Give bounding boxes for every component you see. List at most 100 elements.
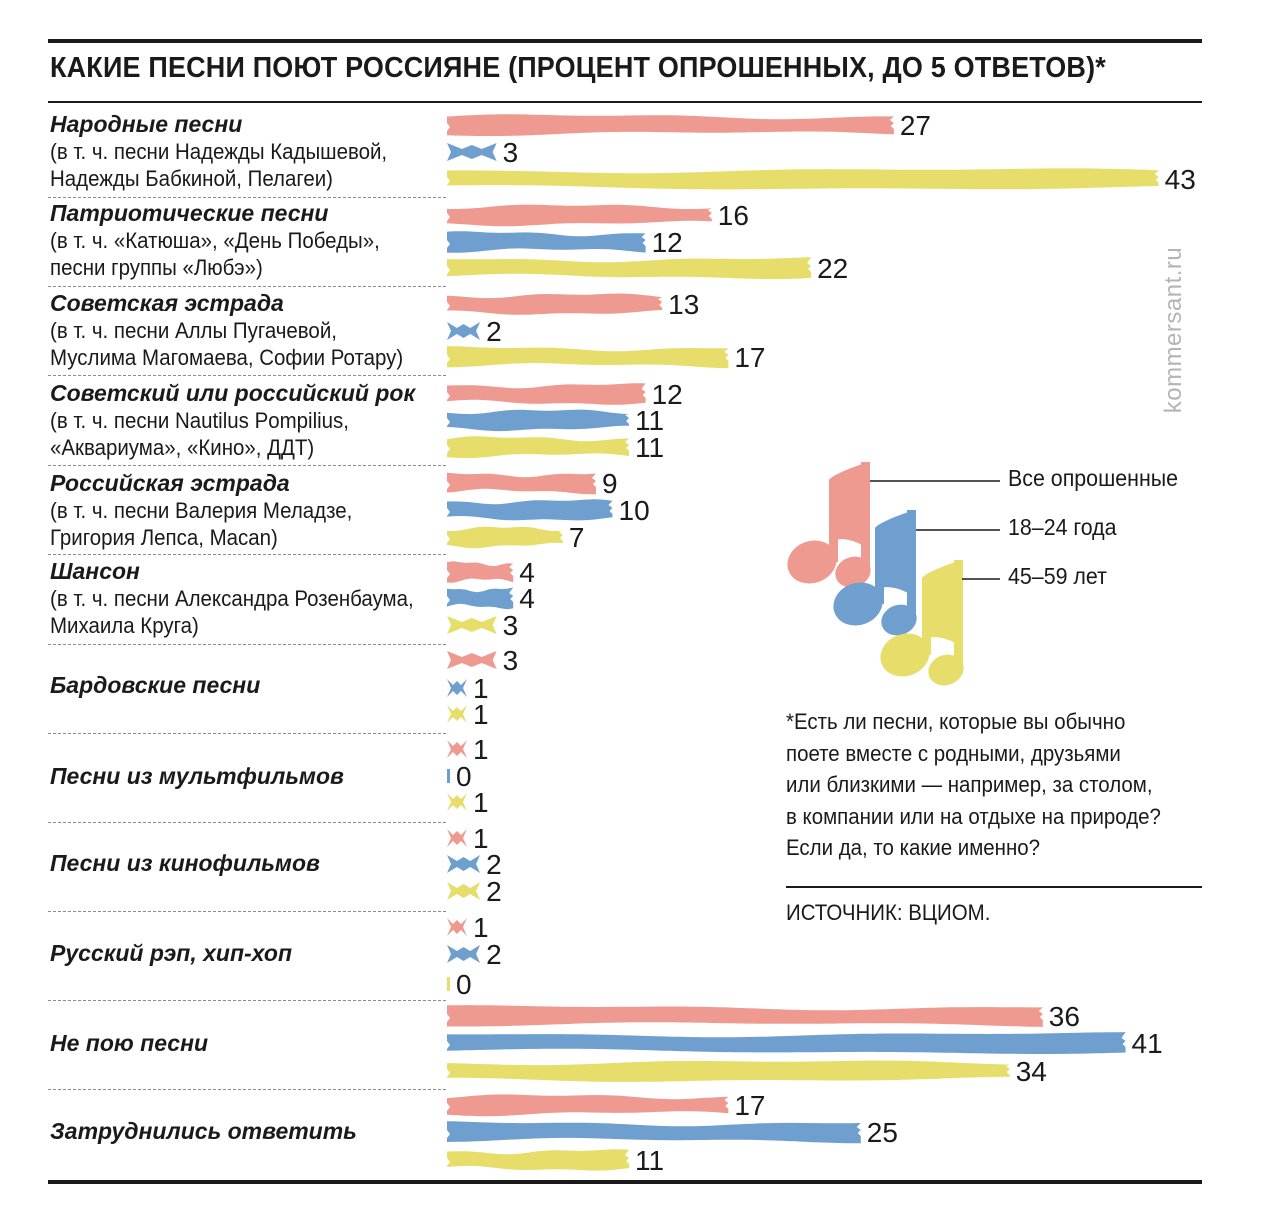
data-label: 2 xyxy=(486,316,502,347)
category-title: Русский рэп, хип-хоп xyxy=(50,940,292,966)
category-label: Патриотические песни (в т. ч. «Катюша», «… xyxy=(50,200,445,281)
chart-title: КАКИЕ ПЕСНИ ПОЮТ РОССИЯНЕ (ПРОЦЕНТ ОПРОШ… xyxy=(50,52,1106,84)
category-subtitle: (в т. ч. «Катюша», «День Победы», xyxy=(50,228,380,253)
category-label: Не пою песни xyxy=(50,1030,445,1057)
category-divider xyxy=(48,1089,446,1090)
category-divider xyxy=(48,197,446,198)
bottom-rule xyxy=(48,1180,1202,1184)
category-label: Бардовские песни xyxy=(50,672,445,699)
bar xyxy=(447,436,630,459)
category-label: Российская эстрада (в т. ч. песни Валерия… xyxy=(50,470,445,551)
category-divider xyxy=(48,822,446,823)
bar xyxy=(447,472,596,495)
data-label: 0 xyxy=(456,969,472,1000)
category-title: Советская эстрада xyxy=(50,290,284,316)
bar xyxy=(447,499,613,521)
category-label: Советская эстрада (в т. ч. песни Аллы Пуг… xyxy=(50,290,445,371)
bar xyxy=(447,587,514,610)
data-label: 2 xyxy=(486,876,502,907)
category-title: Патриотические песни xyxy=(50,200,329,226)
data-label: 43 xyxy=(1165,164,1196,195)
bar xyxy=(447,561,514,583)
category-title: Не пою песни xyxy=(50,1030,209,1056)
category-subtitle: (в т. ч. песни Надежды Кадышевой, xyxy=(50,139,388,164)
category-divider xyxy=(48,911,446,912)
bar xyxy=(447,257,812,280)
data-label: 2 xyxy=(486,939,502,970)
data-label: 11 xyxy=(635,405,664,436)
bar xyxy=(447,322,481,340)
data-label: 1 xyxy=(473,734,489,765)
data-label: 7 xyxy=(569,522,585,553)
data-label: 22 xyxy=(817,253,848,284)
data-label: 1 xyxy=(473,699,489,730)
bar xyxy=(447,231,646,253)
legend-label-45-59: 45–59 лет xyxy=(1008,563,1107,589)
category-divider xyxy=(48,286,446,287)
note-icon-all xyxy=(787,462,871,588)
footnote-line: *Есть ли песни, которые вы обычно xyxy=(786,709,1126,734)
data-label: 4 xyxy=(519,557,535,588)
category-label: Народные песни (в т. ч. песни Надежды Кад… xyxy=(50,111,445,192)
bar xyxy=(447,526,563,549)
data-label: 17 xyxy=(734,342,765,373)
data-label: 1 xyxy=(473,673,489,704)
bar xyxy=(447,793,467,811)
bar xyxy=(447,114,894,136)
category-label: Советский или российский рок (в т. ч. пес… xyxy=(50,380,445,461)
data-label: 1 xyxy=(473,823,489,854)
category-divider xyxy=(48,375,446,376)
category-label: Затруднились ответить xyxy=(50,1118,445,1145)
category-title: Песни из кинофильмов xyxy=(50,850,320,876)
bar xyxy=(447,143,497,161)
data-label: 11 xyxy=(635,1145,664,1176)
bar xyxy=(447,346,729,369)
note-icon-45-59 xyxy=(880,560,964,686)
category-subtitle: (в т. ч. песни Александра Розенбаума, xyxy=(50,586,414,611)
bar xyxy=(447,705,467,723)
data-label: 13 xyxy=(668,289,699,320)
bar xyxy=(447,204,712,227)
bar xyxy=(447,1149,630,1171)
category-subtitle: песни группы «Любэ») xyxy=(50,255,263,280)
data-label: 25 xyxy=(867,1117,898,1148)
bar xyxy=(447,882,481,900)
category-subtitle: Григория Лепса, Macan) xyxy=(50,525,278,550)
category-title: Песни из мультфильмов xyxy=(50,763,344,789)
legend-label-18-24: 18–24 года xyxy=(1008,514,1117,540)
bar xyxy=(447,769,450,783)
bar xyxy=(447,679,467,697)
category-label: Песни из мультфильмов xyxy=(50,763,445,790)
bar xyxy=(447,1060,1010,1082)
category-title: Затруднились ответить xyxy=(50,1118,357,1144)
bar xyxy=(447,855,481,873)
category-title: Народные песни xyxy=(50,111,243,137)
bar xyxy=(447,918,467,936)
data-label: 3 xyxy=(503,610,519,641)
category-divider xyxy=(48,644,446,645)
data-label: 10 xyxy=(619,495,650,526)
data-label: 27 xyxy=(900,110,931,141)
bar xyxy=(447,168,1159,190)
data-label: 1 xyxy=(473,912,489,943)
footnote-line: Если да, то какие именно? xyxy=(786,835,1041,860)
data-label: 2 xyxy=(486,849,502,880)
category-subtitle: Муслима Магомаева, Софии Ротару) xyxy=(50,345,404,370)
category-subtitle: Надежды Бабкиной, Пелагеи) xyxy=(50,166,333,191)
source-note: ИСТОЧНИК: ВЦИОМ. xyxy=(786,900,991,925)
data-label: 1 xyxy=(473,787,489,818)
footnote-line: поете вместе с родными, друзьями xyxy=(786,740,1121,766)
bar xyxy=(447,740,467,758)
data-label: 3 xyxy=(503,137,519,168)
bar xyxy=(447,293,663,315)
footnote-rule xyxy=(786,886,1202,888)
data-label: 12 xyxy=(652,379,683,410)
category-subtitle: (в т. ч. песни Аллы Пугачевой, xyxy=(50,318,337,343)
footnote-line: в компании или на отдыхе на природе? xyxy=(786,803,1161,829)
data-label: 0 xyxy=(456,761,472,792)
data-label: 17 xyxy=(734,1090,765,1121)
data-label: 11 xyxy=(635,432,664,463)
category-divider xyxy=(48,1000,446,1001)
category-title: Шансон xyxy=(50,558,140,584)
